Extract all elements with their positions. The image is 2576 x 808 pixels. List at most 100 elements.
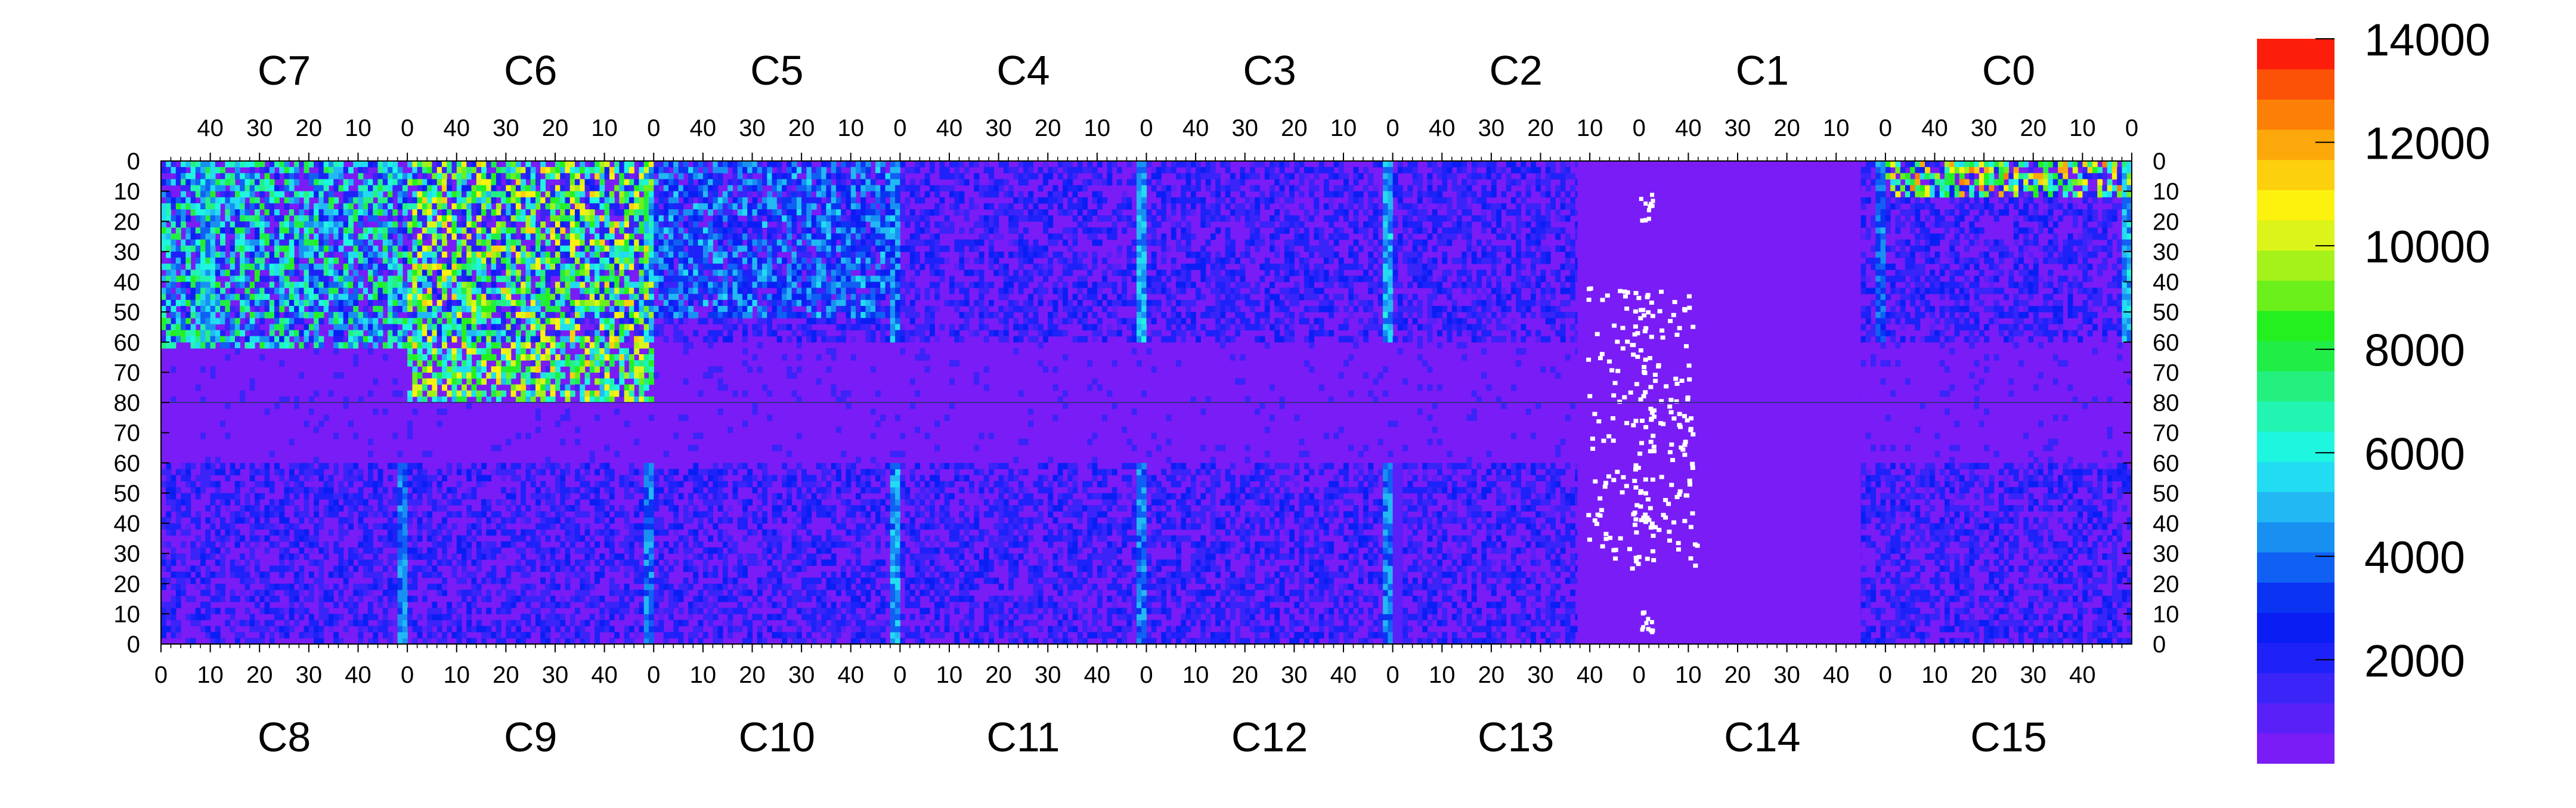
heatmap-cell	[698, 275, 704, 283]
heatmap-cell	[639, 281, 645, 289]
heatmap-cell	[525, 336, 531, 343]
heatmap-cell	[491, 281, 497, 289]
heatmap-cell	[323, 239, 329, 246]
heatmap-cell	[373, 233, 379, 240]
heatmap-cell	[1043, 336, 1048, 343]
heatmap-cell	[831, 209, 837, 216]
heatmap-cell	[225, 318, 231, 324]
heatmap-cell	[998, 185, 1004, 192]
heatmap-cell	[264, 227, 270, 234]
heatmap-cell	[649, 179, 654, 186]
heatmap-cell	[210, 179, 216, 186]
heatmap-cell	[1137, 173, 1142, 179]
heatmap-cell	[604, 173, 610, 179]
heatmap-cell	[510, 275, 516, 283]
heatmap-cell	[702, 264, 708, 270]
heatmap-cell	[318, 293, 324, 301]
heatmap-cell	[850, 324, 856, 331]
heatmap-cell	[1018, 287, 1024, 295]
heatmap-cell	[279, 233, 285, 240]
heatmap-cell	[1097, 179, 1103, 186]
heatmap-cell	[683, 251, 689, 258]
heatmap-cell	[1018, 281, 1024, 289]
heatmap-cell	[875, 167, 881, 174]
heatmap-cell	[264, 312, 270, 318]
heatmap-cell	[427, 360, 433, 367]
heatmap-cell	[565, 185, 571, 192]
heatmap-cell	[510, 245, 516, 252]
heatmap-cell	[909, 233, 915, 240]
heatmap-cell	[974, 258, 980, 264]
heatmap-cell	[826, 173, 832, 179]
heatmap-cell	[466, 281, 472, 289]
heatmap-cell	[407, 233, 413, 240]
heatmap-cell	[244, 336, 250, 343]
heatmap-cell	[274, 209, 280, 216]
heatmap-cell	[510, 197, 516, 204]
heatmap-cell	[348, 264, 354, 270]
heatmap-cell	[447, 348, 453, 355]
heatmap-cell	[195, 185, 201, 192]
heatmap-cell	[1131, 251, 1137, 258]
heatmap-cell	[900, 245, 906, 252]
heatmap-cell	[772, 306, 778, 312]
heatmap-cell	[589, 293, 595, 301]
heatmap-cell	[343, 197, 349, 204]
heatmap-cell	[535, 251, 541, 258]
heatmap-cell	[314, 281, 319, 289]
heatmap-cell	[1092, 239, 1098, 246]
heatmap-cell	[249, 299, 255, 307]
heatmap-cell	[673, 312, 679, 318]
heatmap-cell	[890, 197, 896, 204]
heatmap-cell	[481, 330, 487, 337]
heatmap-cell	[856, 318, 861, 324]
heatmap-cell	[491, 239, 497, 246]
heatmap-cell	[1092, 173, 1098, 179]
heatmap-cell	[476, 245, 482, 252]
heatmap-cell	[713, 264, 719, 270]
heatmap-cell	[850, 209, 856, 216]
heatmap-cell	[639, 390, 645, 397]
heatmap-cell	[348, 191, 354, 198]
heatmap-cell	[175, 330, 181, 337]
heatmap-cell	[515, 239, 521, 246]
heatmap-cell	[1137, 336, 1142, 343]
heatmap-cell	[649, 287, 654, 295]
heatmap-cell	[181, 209, 186, 216]
heatmap-cell	[456, 378, 462, 385]
heatmap-cell	[388, 215, 393, 222]
heatmap-cell	[382, 167, 388, 174]
heatmap-cell	[856, 281, 861, 289]
heatmap-cell	[462, 203, 467, 210]
heatmap-cell	[727, 239, 733, 246]
heatmap-cell	[757, 161, 763, 168]
heatmap-cell	[826, 233, 832, 240]
heatmap-cell	[506, 299, 512, 307]
heatmap-cell	[328, 215, 334, 222]
heatmap-cell	[550, 384, 556, 391]
heatmap-cell	[801, 227, 807, 234]
heatmap-cell	[348, 209, 354, 216]
heatmap-cell	[496, 203, 501, 210]
heatmap-cell	[885, 312, 891, 318]
heatmap-cell	[821, 330, 827, 337]
heatmap-cell	[1092, 287, 1098, 295]
heatmap-cell	[363, 318, 369, 324]
heatmap-cell	[806, 306, 812, 312]
heatmap-cell	[1111, 306, 1117, 312]
heatmap-cell	[624, 264, 630, 270]
heatmap-cell	[841, 215, 847, 222]
heatmap-cell	[225, 221, 231, 228]
heatmap-cell	[865, 251, 871, 258]
heatmap-cell	[787, 197, 792, 204]
heatmap-cell	[215, 264, 221, 270]
heatmap-cell	[673, 275, 679, 283]
heatmap-cell	[171, 245, 177, 252]
heatmap-cell	[663, 221, 669, 228]
heatmap-cell	[510, 203, 516, 210]
heatmap-cell	[639, 258, 645, 264]
heatmap-cell	[506, 215, 512, 222]
heatmap-cell	[304, 167, 309, 174]
heatmap-cell	[447, 258, 453, 264]
heatmap-cell	[314, 209, 319, 216]
